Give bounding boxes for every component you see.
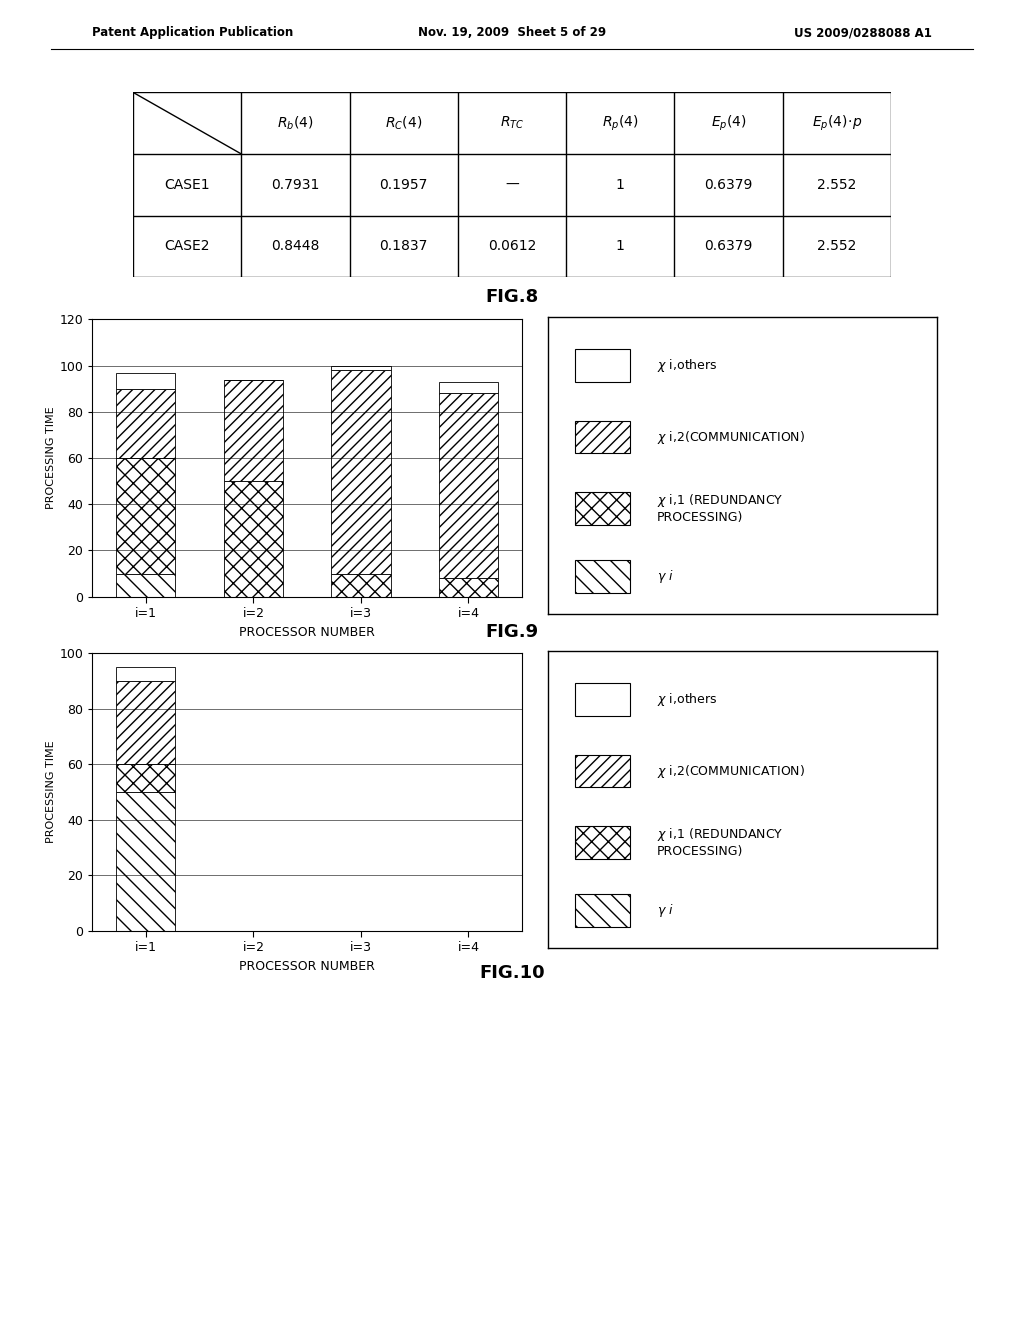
Bar [117, 573, 175, 597]
Text: 0.8448: 0.8448 [271, 239, 319, 253]
Bar [117, 764, 175, 792]
Bar [117, 388, 175, 458]
Text: 0.6379: 0.6379 [705, 178, 753, 191]
Bar [575, 421, 630, 453]
Text: CASE2: CASE2 [165, 239, 210, 253]
Text: 1: 1 [615, 178, 625, 191]
Bar [575, 755, 630, 787]
Bar [117, 792, 175, 931]
Text: $\gamma$ i: $\gamma$ i [656, 568, 674, 585]
Text: $R_C(4)$: $R_C(4)$ [385, 115, 422, 132]
Text: 2.552: 2.552 [817, 178, 856, 191]
Bar [575, 492, 630, 524]
Text: 2.552: 2.552 [817, 239, 856, 253]
Bar [224, 480, 283, 597]
Text: FIG.8: FIG.8 [485, 288, 539, 306]
Text: 0.6379: 0.6379 [705, 239, 753, 253]
Text: $\chi$ i,1 (REDUNDANCY
PROCESSING): $\chi$ i,1 (REDUNDANCY PROCESSING) [656, 826, 783, 858]
Bar [575, 350, 630, 383]
Bar [332, 573, 390, 597]
Bar [332, 370, 390, 573]
Text: $\chi$ i,1 (REDUNDANCY
PROCESSING): $\chi$ i,1 (REDUNDANCY PROCESSING) [656, 492, 783, 524]
Text: $\chi$ i,others: $\chi$ i,others [656, 692, 718, 709]
Text: FIG.10: FIG.10 [479, 964, 545, 982]
Text: Nov. 19, 2009  Sheet 5 of 29: Nov. 19, 2009 Sheet 5 of 29 [418, 26, 606, 40]
X-axis label: PROCESSOR NUMBER: PROCESSOR NUMBER [240, 626, 375, 639]
Text: $R_b(4)$: $R_b(4)$ [278, 115, 313, 132]
Text: $\chi$ i,2(COMMUNICATION): $\chi$ i,2(COMMUNICATION) [656, 429, 805, 446]
Y-axis label: PROCESSING TIME: PROCESSING TIME [46, 741, 56, 843]
Text: 1: 1 [615, 239, 625, 253]
Text: $E_p(4)\!\cdot\! p$: $E_p(4)\!\cdot\! p$ [811, 114, 862, 133]
Text: $R_p(4)$: $R_p(4)$ [602, 114, 639, 133]
Text: 0.1837: 0.1837 [380, 239, 428, 253]
Text: $\chi$ i,others: $\chi$ i,others [656, 358, 718, 375]
Text: $R_{TC}$: $R_{TC}$ [500, 115, 524, 132]
Bar [439, 393, 498, 578]
Text: CASE1: CASE1 [165, 178, 210, 191]
Text: Patent Application Publication: Patent Application Publication [92, 26, 294, 40]
Bar [575, 684, 630, 715]
Bar [117, 681, 175, 764]
Text: 0.0612: 0.0612 [487, 239, 537, 253]
Text: $\chi$ i,2(COMMUNICATION): $\chi$ i,2(COMMUNICATION) [656, 763, 805, 780]
Bar [332, 366, 390, 370]
Bar [117, 667, 175, 681]
Bar [117, 458, 175, 573]
Text: $\gamma$ i: $\gamma$ i [656, 902, 674, 919]
Bar [575, 560, 630, 593]
Text: 0.7931: 0.7931 [271, 178, 319, 191]
Bar [575, 826, 630, 859]
Bar [439, 578, 498, 597]
Text: —: — [505, 178, 519, 191]
Y-axis label: PROCESSING TIME: PROCESSING TIME [46, 407, 56, 510]
X-axis label: PROCESSOR NUMBER: PROCESSOR NUMBER [240, 960, 375, 973]
Bar [117, 372, 175, 388]
Bar [439, 381, 498, 393]
Text: $E_p(4)$: $E_p(4)$ [711, 114, 746, 133]
Bar [575, 895, 630, 927]
Bar [224, 380, 283, 480]
Text: 0.1957: 0.1957 [380, 178, 428, 191]
Text: US 2009/0288088 A1: US 2009/0288088 A1 [794, 26, 932, 40]
Text: FIG.9: FIG.9 [485, 623, 539, 642]
